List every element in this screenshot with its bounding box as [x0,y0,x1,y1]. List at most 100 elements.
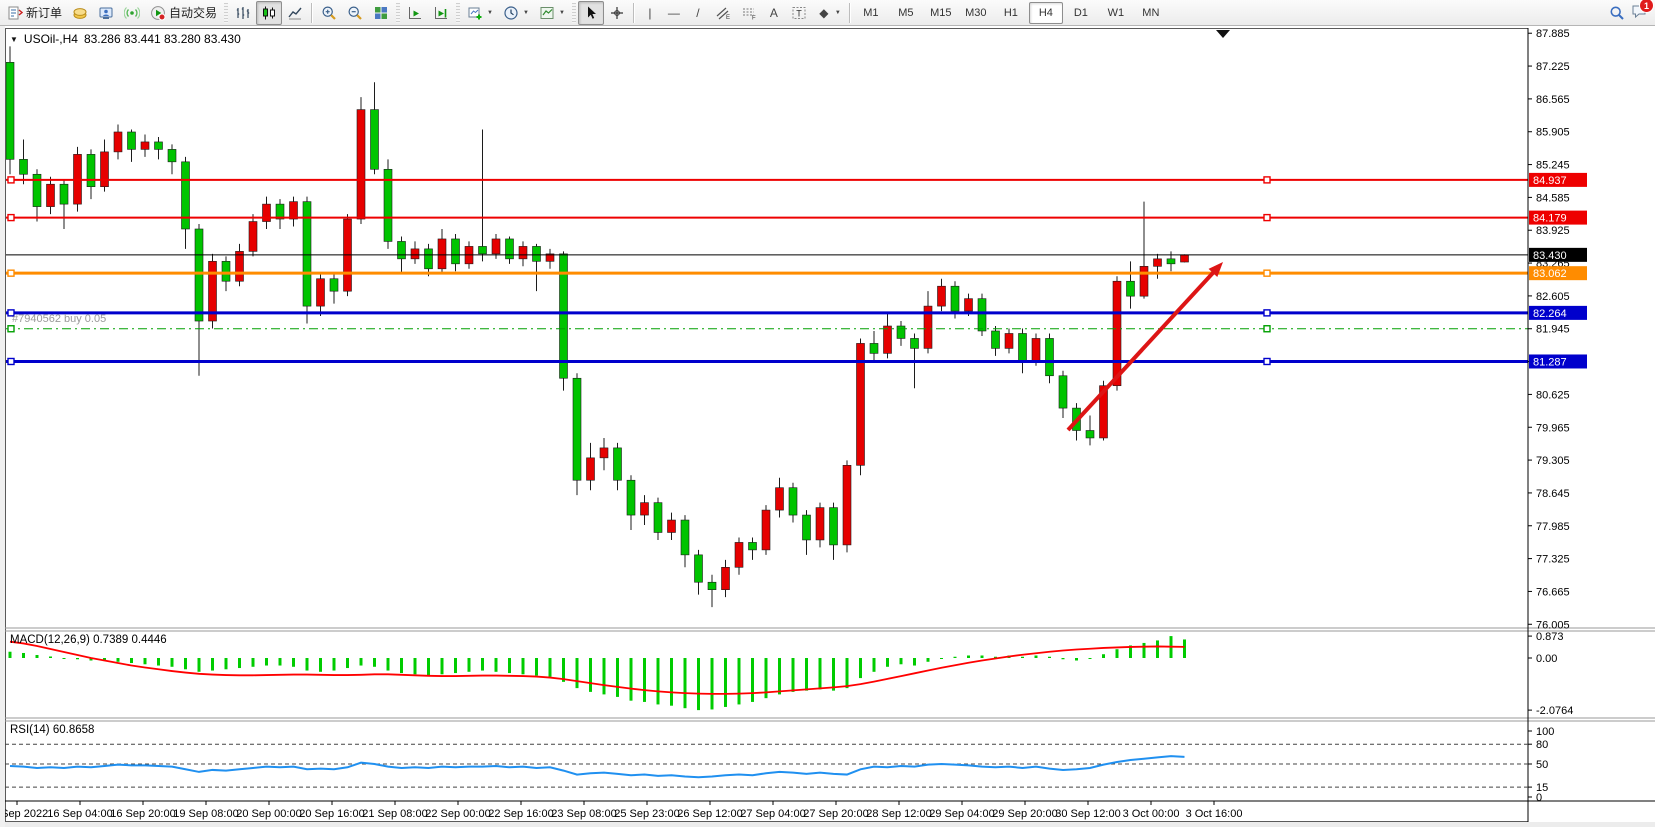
macd-histogram-bar [346,658,349,669]
macd-histogram-bar [143,658,147,665]
quotes-button[interactable] [67,1,93,25]
chart-window[interactable]: 87.885 87.225 86.565 85.905 85.245 84.585 83.9… [5,26,1655,827]
bar-chart-button[interactable] [230,1,256,25]
horizontal-line-tool-button[interactable]: — [662,1,686,25]
hline-handle[interactable] [7,325,15,333]
chart-shift-button[interactable] [428,1,454,25]
candle-up [437,238,447,270]
quotes-icon [72,5,88,21]
crosshair-tool-button[interactable] [604,1,630,25]
cursor-tool-button[interactable] [577,0,604,25]
macd-histogram-bar [319,658,322,672]
hline-handle[interactable] [7,176,15,184]
hline-handle[interactable] [1263,213,1271,222]
chart-shift-marker[interactable] [1216,30,1230,38]
candle-up [599,447,609,459]
macd-histogram-bar [265,658,268,666]
macd-histogram-bar [940,658,943,659]
auto-scroll-button[interactable] [402,1,428,25]
candle-down [896,325,906,339]
macd-histogram-bar [1156,640,1159,658]
hline-handle[interactable] [7,357,15,366]
hline-handle[interactable] [7,213,15,222]
template-button[interactable]: ▼ [534,1,570,25]
chart-background [5,26,1655,822]
channel-tool-button[interactable]: E [710,1,736,25]
macd-histogram-bar [737,658,741,705]
macd-histogram-bar [724,658,727,707]
hline-handle[interactable] [7,269,15,277]
chart-title: ▼ USOil-,H4 83.286 83.441 83.280 83.430 [10,32,241,46]
candle-down [626,479,636,516]
price-tick-label: 78.645 [1536,488,1570,500]
macd-histogram-bar [683,658,687,709]
candle-up [140,141,150,150]
macd-histogram-bar [8,651,12,658]
macd-main-value: 0.7389 [93,634,129,646]
hline-handle[interactable] [1263,269,1271,277]
macd-histogram-bar [481,658,484,671]
search-icon[interactable] [1609,5,1625,21]
timeframe-m1[interactable]: M1 [863,6,879,19]
zoom-in-icon [321,5,337,21]
zoom-in-button[interactable] [316,1,342,25]
hline-handle[interactable] [1263,309,1271,317]
timeframe-m15[interactable]: M15 [930,6,952,19]
ohlc-dropdown-icon[interactable]: ▼ [10,34,18,44]
new-chart-button[interactable]: ▼ [462,1,498,25]
timeframe-d1[interactable]: D1 [1073,6,1088,19]
price-tick-label: 83.925 [1536,225,1570,237]
timeframe-m5[interactable]: M5 [898,6,914,19]
trend-arrow-line[interactable] [1066,266,1220,432]
hline-handle[interactable] [1263,176,1271,184]
chart-canvas[interactable]: 87.885 87.225 86.565 85.905 85.245 84.585 83.9… [5,26,1655,827]
timeframe-m30[interactable]: M30 [965,6,987,19]
timeframe-mn[interactable]: MN [1142,6,1160,19]
period-button[interactable]: ▼ [498,1,534,25]
macd-histogram-bar [967,655,970,658]
fibonacci-tool-button[interactable]: F [736,1,762,25]
expert-advisors-button[interactable] [93,1,119,25]
line-chart-button[interactable] [282,1,308,25]
vertical-line-tool-button[interactable]: | [638,1,662,25]
candle-down [451,238,460,265]
price-tag-label: 81.287 [1533,356,1567,368]
candle-down [991,330,1000,349]
text-tool-button[interactable]: A [762,1,786,25]
expert-advisor-icon [98,5,114,21]
hline-handle[interactable] [7,309,15,317]
price-tick-label: 81.945 [1536,324,1570,336]
chat-button[interactable]: 1 [1631,0,1654,22]
time-tick-label: 29 Sep 20:00 [992,808,1057,820]
new-order-button[interactable]: 新订单 [2,1,67,25]
candle-down [1018,333,1027,362]
trendline-tool-button[interactable]: / [686,1,710,25]
hline-handle[interactable] [1263,325,1271,333]
candle-down [505,238,514,260]
rsi-name: RSI(14) [10,724,50,736]
hline-handle[interactable] [1263,357,1271,366]
candlestick-chart-button[interactable] [256,0,283,25]
candle-up [316,278,325,307]
zoom-out-icon [347,5,363,21]
macd-histogram-bar [589,658,592,692]
arrows-tool-button[interactable]: ◆ ▼ [812,1,846,25]
macd-histogram-bar [413,658,417,675]
timeframe-w1[interactable]: W1 [1107,6,1125,19]
time-tick-label: 25 Sep 23:00 [614,808,679,820]
candle-down [19,159,28,175]
price-tick-label: 79.965 [1536,422,1570,434]
macd-histogram-bar [1183,639,1186,658]
candle-up [1112,280,1122,387]
timeframe-h4[interactable]: H4 [1028,1,1063,24]
time-tick-label: 26 Sep 12:00 [677,808,742,820]
signals-button[interactable] [119,1,145,25]
label-tool-button[interactable]: T [786,1,812,25]
zoom-out-button[interactable] [342,1,368,25]
rsi-tick-label: 15 [1536,782,1548,794]
timeframe-h1[interactable]: H1 [1003,6,1018,19]
macd-histogram-bar [278,658,282,666]
trend-arrow-head[interactable] [1208,262,1223,277]
tile-windows-button[interactable] [368,1,394,25]
autotrade-button[interactable]: 自动交易 [145,1,222,25]
